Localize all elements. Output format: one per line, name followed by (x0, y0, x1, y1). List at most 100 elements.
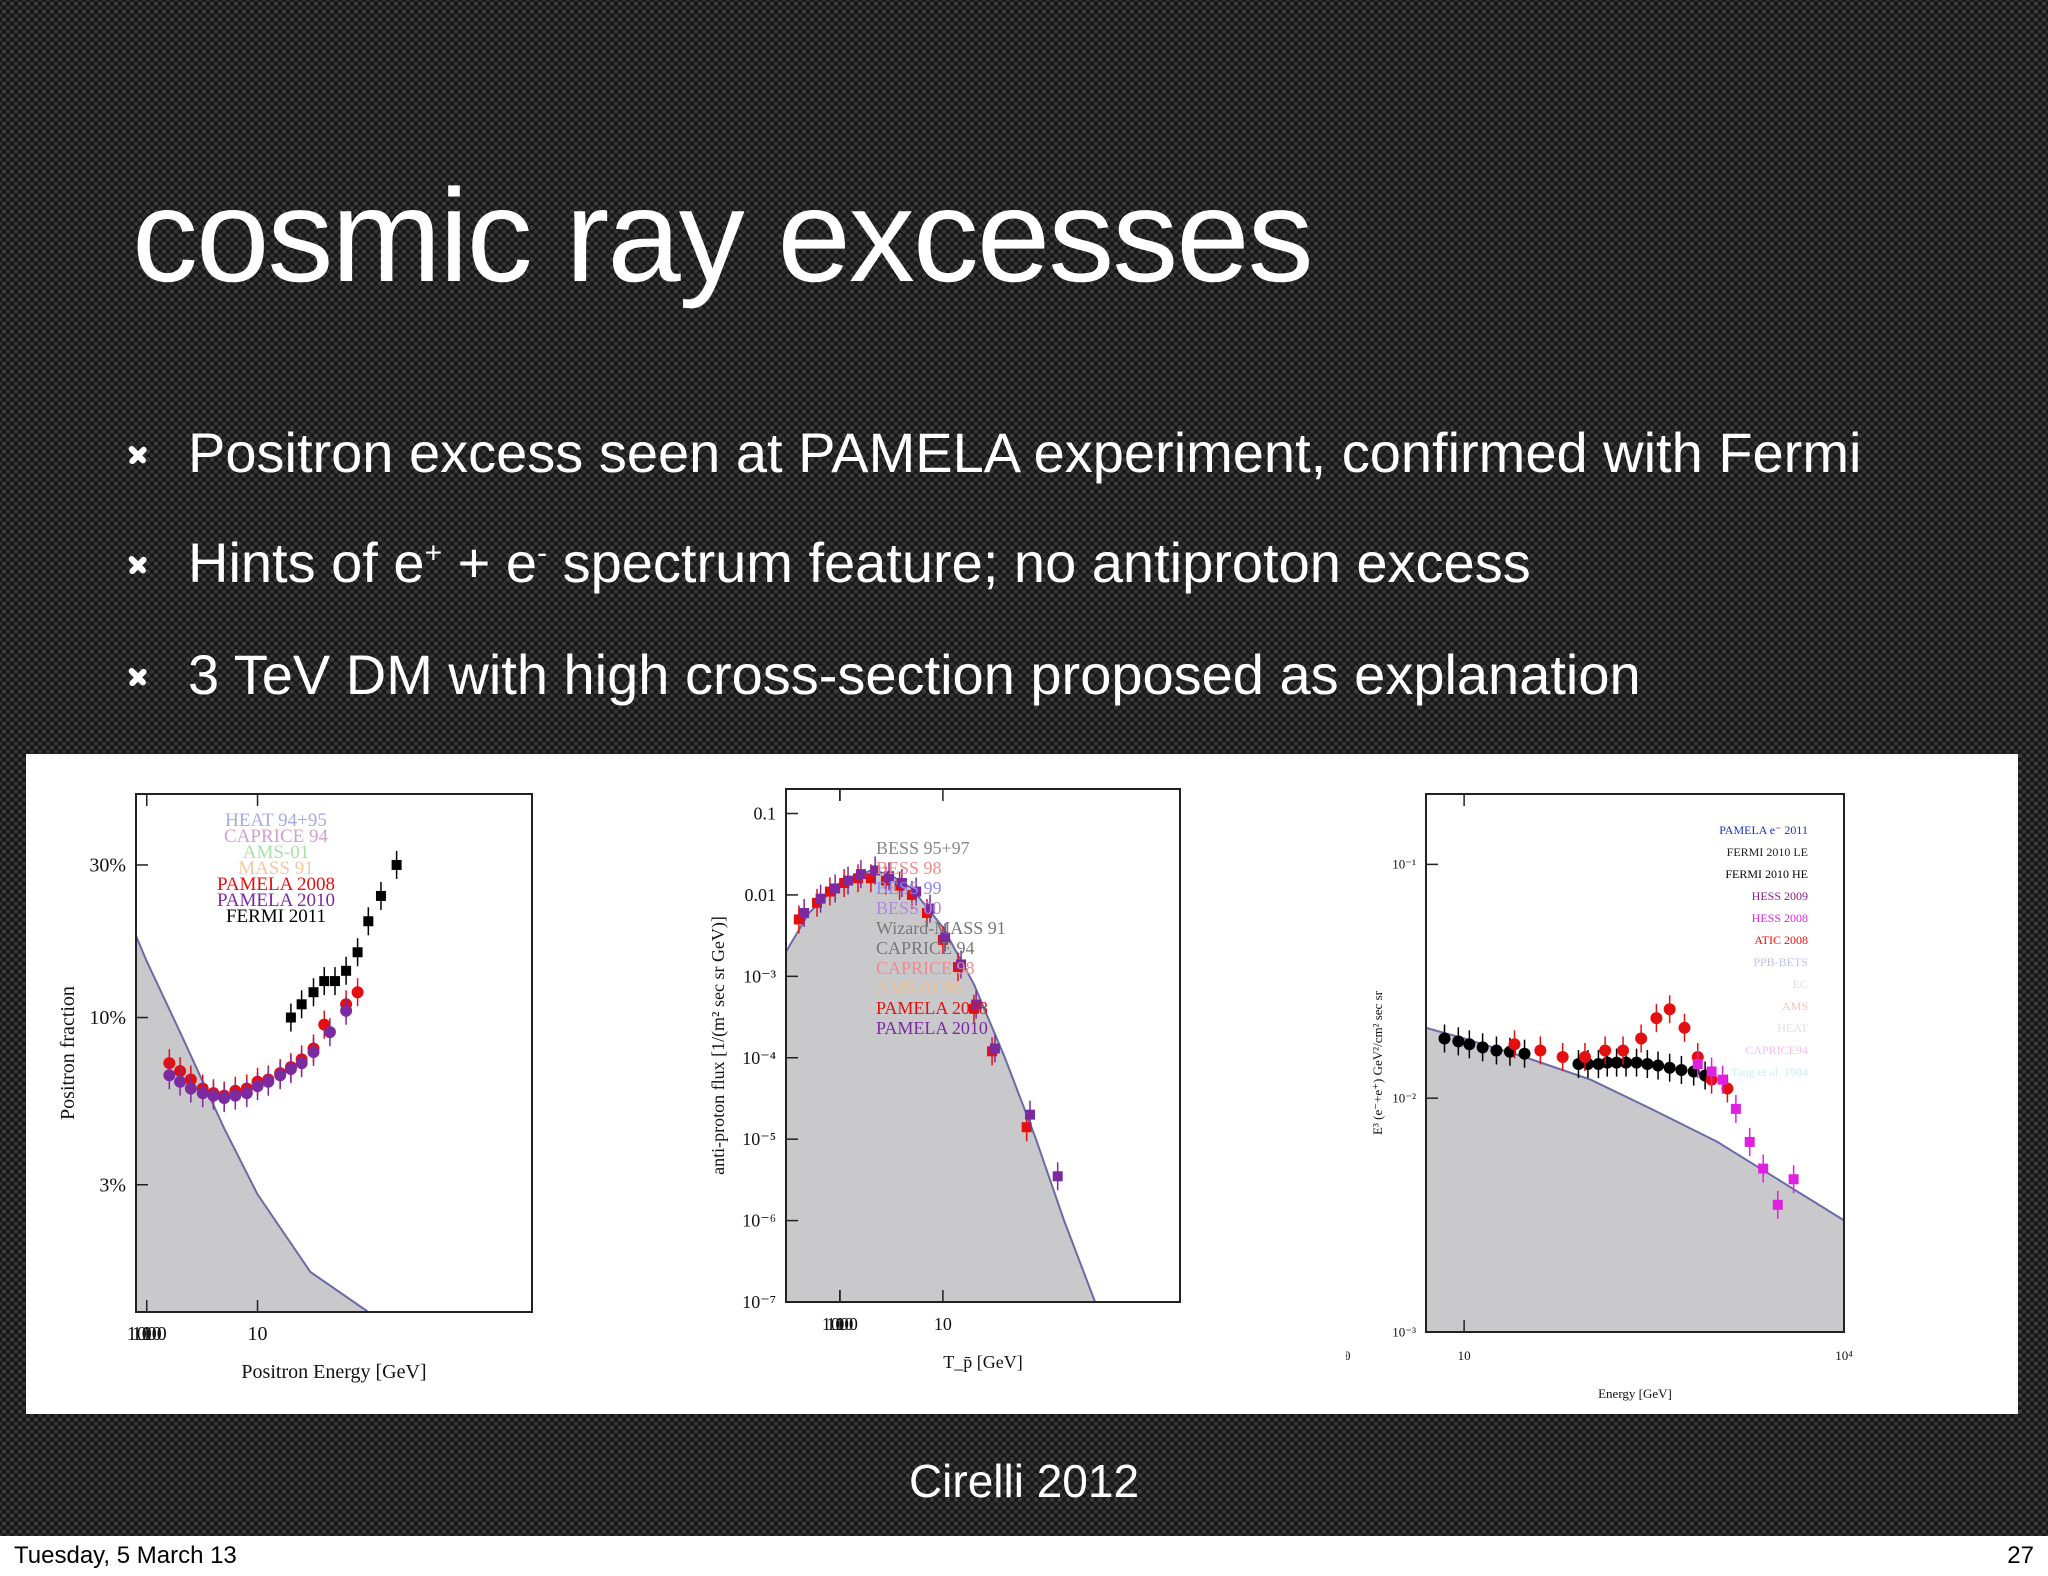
data-point (296, 999, 307, 1010)
data-point (815, 893, 826, 904)
data-point (1578, 1051, 1591, 1064)
data-point (1641, 1058, 1654, 1071)
x-tick-label: 1000 (127, 1323, 167, 1345)
bullet-text-part: Hints of e (188, 531, 425, 594)
data-point (1021, 1122, 1032, 1133)
bullet-icon (124, 440, 152, 468)
data-point (940, 932, 951, 943)
legend-entry: BESS 98 (876, 858, 942, 878)
data-point (896, 878, 907, 889)
data-point (1534, 1044, 1547, 1057)
data-point (1675, 1064, 1688, 1077)
data-point (240, 1087, 253, 1100)
legend-entry: BESS 00 (876, 898, 942, 918)
legend-entry: FERMI 2010 HE (1725, 867, 1808, 881)
data-point (989, 1043, 1000, 1054)
legend-entry: BESS 95+97 (876, 838, 970, 858)
legend-entry: MASS 91 (238, 858, 314, 879)
data-point (341, 965, 352, 976)
data-point (1663, 1061, 1676, 1074)
data-point (793, 914, 804, 925)
x-tick-label: 10⁴ (1835, 1348, 1853, 1363)
data-point (1518, 1047, 1531, 1060)
page-number: 27 (2007, 1542, 2034, 1569)
y-tick-label: 10⁻⁴ (742, 1048, 776, 1068)
data-point (1463, 1038, 1476, 1051)
figure-caption: Cirelli 2012 (908, 1455, 1140, 1507)
data-point (319, 976, 330, 987)
y-tick-label: 10% (89, 1007, 126, 1029)
bullet-icon (124, 550, 152, 578)
data-point (307, 1046, 320, 1059)
data-point (911, 886, 922, 897)
bullet-icon (124, 662, 152, 690)
data-point (207, 1089, 220, 1102)
y-tick-label: 10⁻³ (1392, 1324, 1416, 1339)
data-point (1620, 1056, 1633, 1069)
y-tick-label: 10⁻² (1392, 1091, 1416, 1106)
data-point (174, 1075, 187, 1088)
footer-bar: Tuesday, 5 March 13 27 (0, 1536, 2048, 1576)
legend-entry: HESS 2008 (1752, 911, 1808, 925)
data-point (1592, 1058, 1605, 1071)
data-point (925, 903, 936, 914)
bullet-item: Hints of e+ + e- spectrum feature; no an… (128, 530, 1531, 595)
plot-frame (1425, 793, 1845, 1333)
data-point (1610, 1056, 1623, 1069)
data-point (1630, 1056, 1643, 1069)
data-point (1052, 1171, 1063, 1182)
superscript-plus: + (424, 536, 443, 570)
legend-entry: PAMELA e⁻ 2011 (1719, 823, 1808, 837)
data-point (329, 976, 340, 987)
legend-entry: FERMI 2011 (226, 906, 326, 927)
data-point (284, 1063, 297, 1076)
x-tick-label: 100 (132, 1323, 162, 1345)
model-band (136, 935, 520, 1312)
data-point (262, 1075, 275, 1088)
data-point (1490, 1044, 1503, 1057)
plot-frame (135, 793, 533, 1313)
data-point (1617, 1044, 1630, 1057)
y-tick-label: 10⁻³ (743, 966, 777, 986)
legend-entry: AMS-01 (243, 842, 310, 863)
y-tick-label: 3% (99, 1174, 126, 1196)
x-axis-label: Positron Energy [GeV] (241, 1361, 426, 1383)
data-point (1721, 1082, 1734, 1095)
bullet-text: 3 TeV DM with high cross-section propose… (188, 643, 1641, 706)
data-point (274, 1069, 287, 1082)
legend-entry: PAMELA 2008 (876, 998, 988, 1018)
y-axis-label: anti-proton flux [1/(m² sec sr GeV)] (708, 916, 729, 1175)
data-point (824, 886, 835, 897)
data-point (391, 859, 402, 870)
x-axis-label: T_p̄ [GeV] (943, 1352, 1022, 1372)
x-tick-label: 1 (142, 1323, 152, 1345)
legend-entry: CAPRICE 94 (876, 938, 975, 958)
data-point (1438, 1032, 1451, 1045)
legend-entry: BESS 99 (876, 878, 942, 898)
y-axis-label: E³ (e⁻+e⁺) GeV²/cm² sec sr (1370, 990, 1385, 1135)
data-point (1024, 1109, 1035, 1120)
data-point (1772, 1199, 1783, 1210)
legend-entry: Wizard-MASS 91 (876, 918, 1006, 938)
data-point (1717, 1074, 1728, 1085)
data-point (799, 907, 810, 918)
y-tick-label: 10⁻¹ (1392, 857, 1416, 872)
data-point (1730, 1103, 1741, 1114)
bullet-item: Positron excess seen at PAMELA experimen… (128, 420, 1861, 485)
data-point (1452, 1035, 1465, 1048)
data-point (308, 987, 319, 998)
x-tick-label: 10 (1458, 1348, 1471, 1363)
bullet-item: 3 TeV DM with high cross-section propose… (128, 642, 1641, 707)
legend-entry: CAPRICE 98 (876, 958, 975, 978)
bullet-text-part: + e (442, 531, 538, 594)
data-point (1758, 1163, 1769, 1174)
data-point (363, 916, 374, 927)
data-point (971, 999, 982, 1010)
slide-background: cosmic ray excesses Positron excess seen… (0, 0, 2048, 1536)
y-axis-label: Positron fraction (57, 986, 79, 1120)
model-band (1426, 1027, 1844, 1332)
data-point (1652, 1059, 1665, 1072)
data-point (1678, 1021, 1691, 1034)
superscript-minus: - (537, 536, 548, 570)
